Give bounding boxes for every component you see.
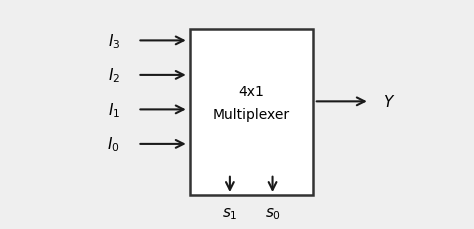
Bar xyxy=(190,30,313,195)
Text: $Y$: $Y$ xyxy=(383,94,395,110)
Text: $I_1$: $I_1$ xyxy=(108,101,120,119)
Text: $s_1$: $s_1$ xyxy=(222,205,238,221)
Text: $I_2$: $I_2$ xyxy=(108,66,120,85)
Text: $I_3$: $I_3$ xyxy=(108,32,120,51)
Text: 4x1: 4x1 xyxy=(238,85,264,98)
Text: $s_0$: $s_0$ xyxy=(264,205,281,221)
Text: $I_0$: $I_0$ xyxy=(108,135,120,154)
Text: Multiplexer: Multiplexer xyxy=(213,108,290,121)
